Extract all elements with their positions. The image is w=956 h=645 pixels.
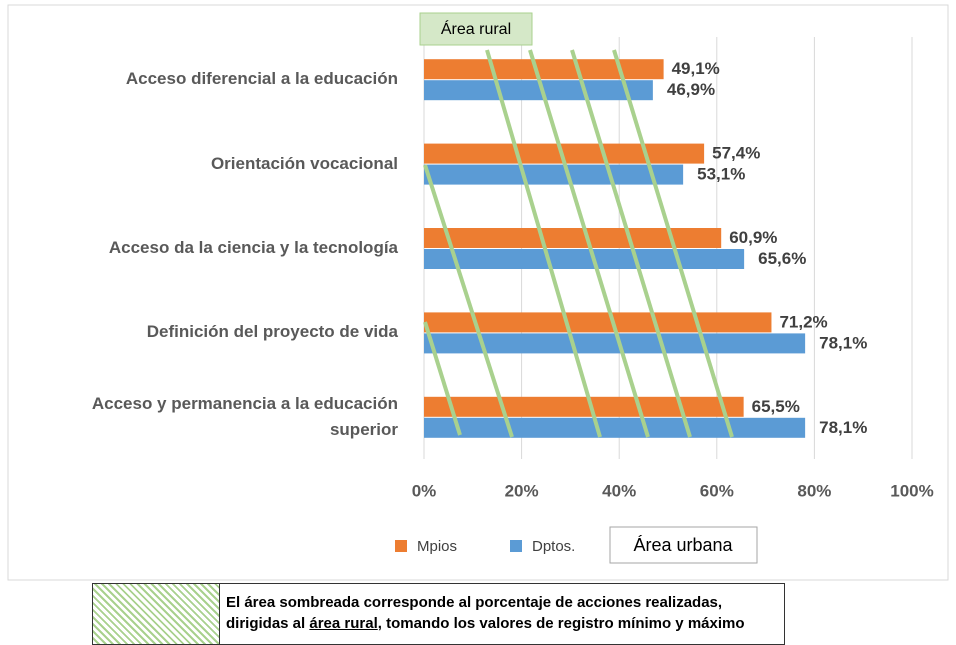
labels: 0% 20% 40% 60% 80% 100% 49,1% 46,9% 57,4% 53,1% 60… <box>412 59 934 500</box>
x-tick-label: 60% <box>700 481 734 500</box>
category-label: Definición del proyecto de vida <box>146 322 398 342</box>
bar <box>424 396 744 417</box>
value-label: 49,1% <box>672 59 720 78</box>
shade-line <box>423 164 514 438</box>
x-tick-label: 100% <box>890 481 933 500</box>
bar <box>424 164 684 185</box>
x-tick-label: 80% <box>797 481 831 500</box>
category-label: Acceso diferencial a la educación <box>125 69 398 89</box>
bar <box>424 312 772 333</box>
note-hatch <box>93 584 220 644</box>
x-tick-label: 20% <box>505 481 539 500</box>
bar <box>424 59 664 80</box>
value-label: 57,4% <box>712 144 760 163</box>
value-label: 71,2% <box>779 312 827 331</box>
note-line: El área sombreada corresponde al porcent… <box>226 594 723 611</box>
shade-line <box>612 49 734 438</box>
category-label: Acceso y permanencia a la educación supe… <box>91 393 398 439</box>
bar <box>424 417 806 438</box>
rural-shade <box>423 49 734 438</box>
bar <box>424 80 653 101</box>
value-label: 53,1% <box>697 165 745 184</box>
note-text: El área sombreada corresponde al porcent… <box>226 592 745 634</box>
urban-label: Área urbana <box>633 535 733 555</box>
category-label: Orientación vocacional <box>210 153 398 173</box>
value-label: 65,5% <box>752 397 800 416</box>
rural-box <box>419 12 533 46</box>
legend: Mpios Dptos. <box>395 538 575 555</box>
value-label: 46,9% <box>667 80 715 99</box>
shade-line <box>485 49 602 438</box>
shade-line <box>528 49 650 438</box>
x-tick-label: 40% <box>602 481 636 500</box>
bar <box>424 333 806 354</box>
bar <box>424 249 745 269</box>
rural-label: Área rural <box>441 19 511 38</box>
x-tick-label: 0% <box>412 481 437 500</box>
note-line: dirigidas al <box>226 615 310 632</box>
chart-border <box>7 4 949 581</box>
legend-label: Dptos. <box>532 538 575 555</box>
note-line: , tomando los valores de registro mínimo… <box>377 615 745 632</box>
legend-label: Mpios <box>417 538 457 555</box>
note-link: área rural <box>309 615 378 632</box>
category-label: Acceso da la ciencia y la tecnología <box>108 238 398 257</box>
value-label: 60,9% <box>729 228 777 247</box>
note-box: El área sombreada corresponde al porcent… <box>92 583 785 645</box>
value-label: 65,6% <box>758 249 806 268</box>
bar <box>424 143 705 164</box>
legend-swatch <box>395 540 407 552</box>
value-label: 78,1% <box>819 333 867 352</box>
shade-line <box>570 49 692 438</box>
value-label: 78,1% <box>819 418 867 437</box>
bars <box>424 59 806 438</box>
urban-box <box>609 526 758 564</box>
shade-line <box>423 321 462 436</box>
legend-swatch <box>510 540 522 552</box>
bar <box>424 228 722 248</box>
